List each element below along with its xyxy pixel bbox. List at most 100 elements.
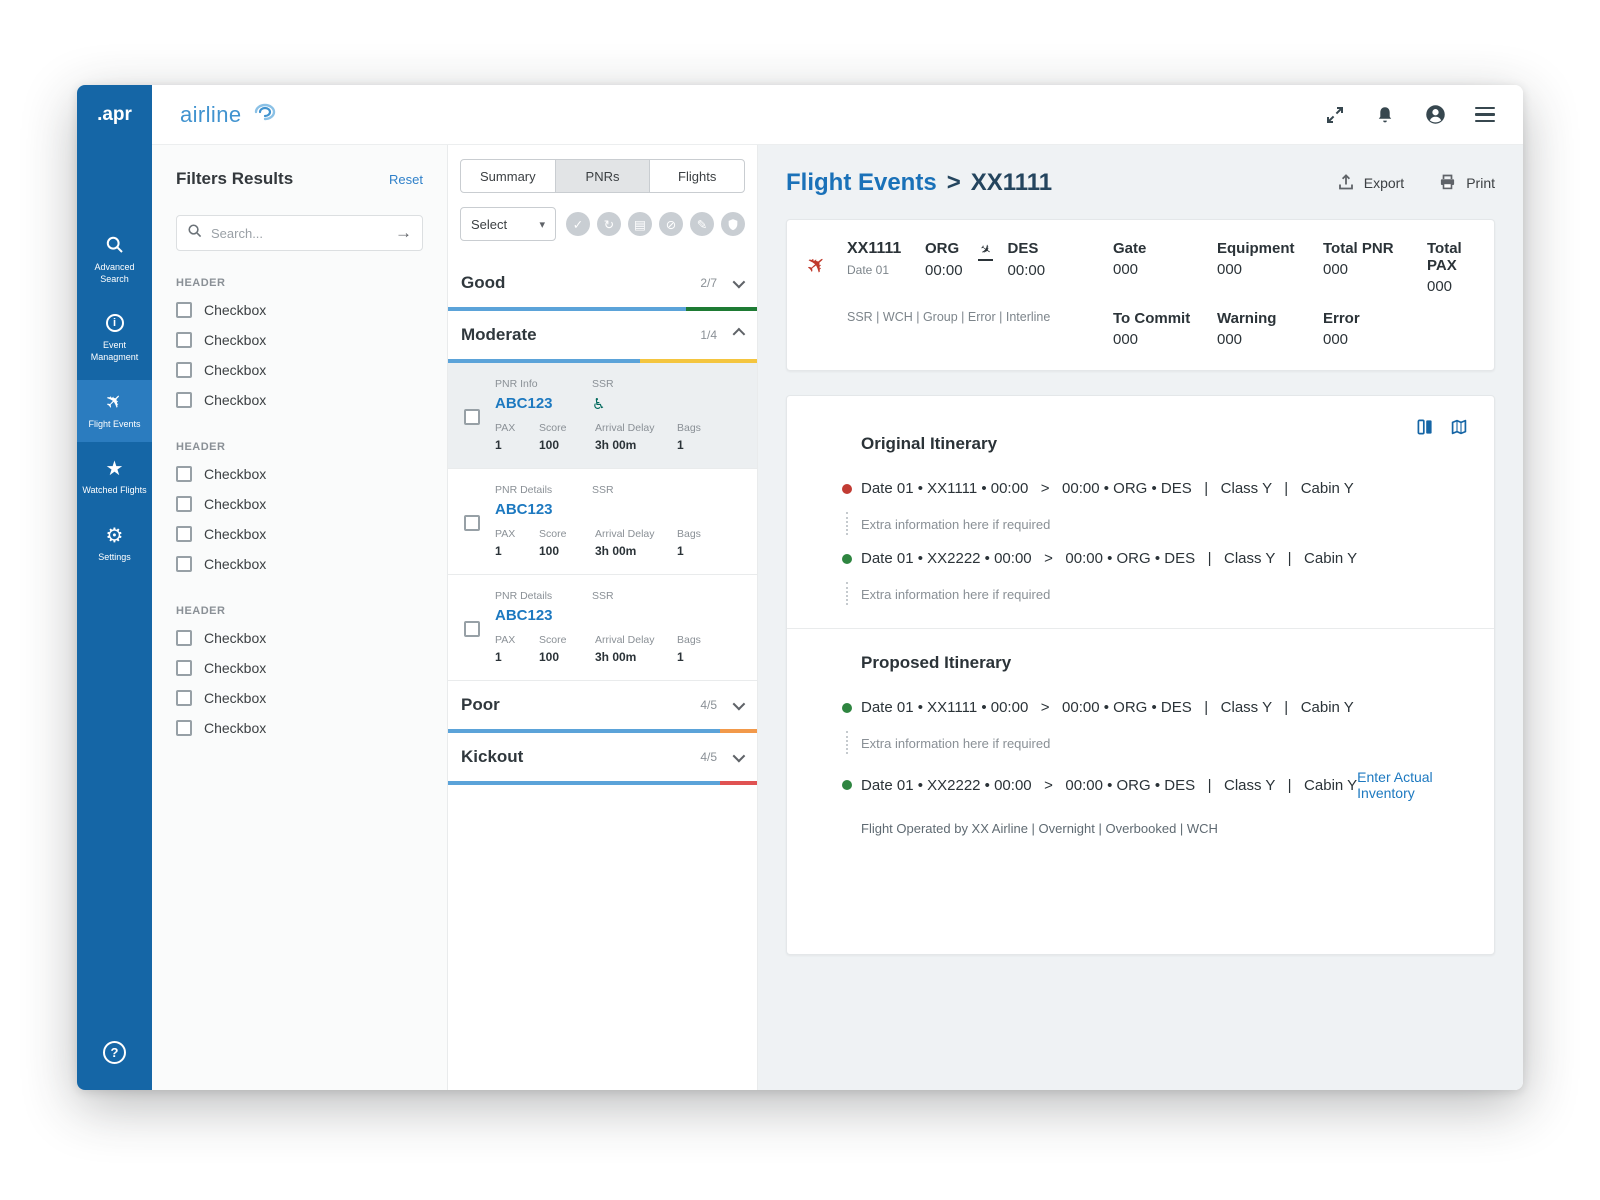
flight-number-block: XX1111 Date 01 [847,240,902,277]
chevron-up-icon [732,327,746,340]
tab-flights[interactable]: Flights [649,159,746,193]
edit-icon[interactable]: ✎ [690,212,714,236]
status-dot-green [842,780,852,790]
tab-pnrs[interactable]: PNRs [554,159,651,193]
top-header: airline [152,85,1523,145]
checkbox[interactable] [176,392,192,408]
status-dot-red [842,483,852,494]
pnr-link[interactable]: ABC123 [495,607,553,624]
filter-checkbox-row[interactable]: Checkbox [176,549,423,579]
wheelchair-icon: ♿ [592,396,606,413]
search-box: → [176,215,423,251]
accordion-moderate[interactable]: Moderate 1/4 [448,311,757,359]
map-icon[interactable] [1450,418,1468,441]
checkbox[interactable] [176,466,192,482]
pnr-checkbox[interactable] [464,515,480,531]
checkbox[interactable] [176,720,192,736]
filter-checkbox-row[interactable]: Checkbox [176,489,423,519]
flight-land-icon: ✈ [977,240,994,295]
checkbox[interactable] [176,660,192,676]
filter-checkbox-row[interactable]: Checkbox [176,713,423,743]
sidebar-item-settings[interactable]: ⚙ Settings [77,513,152,576]
accordion-kickout[interactable]: Kickout 4/5 [448,733,757,781]
search-submit-arrow-icon[interactable]: → [395,223,412,242]
reset-button[interactable]: Reset [389,171,423,187]
select-dropdown[interactable]: Select ▾ [460,207,556,241]
filter-checkbox-row[interactable]: Checkbox [176,653,423,683]
gear-icon: ⚙ [105,524,124,547]
sidebar-item-advanced-search[interactable]: Advanced Search [77,223,152,297]
tab-summary[interactable]: Summary [460,159,556,193]
refresh-icon[interactable]: ↻ [597,212,621,236]
sidebar-item-label: Watched Flights [82,485,147,496]
hamburger-menu-icon[interactable] [1473,103,1497,127]
id-card-icon[interactable]: ▤ [628,212,652,236]
enter-actual-inventory-link[interactable]: Enter Actual Inventory [1357,769,1433,801]
sidebar-item-label: Flight Events [88,418,141,429]
expand-icon[interactable] [1323,103,1347,127]
chevron-down-icon [732,697,746,710]
filter-checkbox-row[interactable]: Checkbox [176,385,423,415]
good-severity-bar [448,307,757,311]
search-input[interactable] [211,225,387,241]
pnr-card[interactable]: PNR Details SSR ABC123 PAX Score Arrival… [448,469,757,575]
flight-code: XX1111 [970,169,1053,196]
checkbox[interactable] [176,362,192,378]
itinerary-card: Original Itinerary Date 01 • XX1111 • 00… [786,395,1495,955]
flight-tags: SSR | WCH | Group | Error | Interline [847,310,1051,324]
stat-error: Error 000 [1323,310,1360,348]
pnr-card[interactable]: PNR Info SSR ABC123 ♿ PAX Score Arrival … [448,363,757,469]
topbar-actions [1323,103,1497,127]
sidebar: .apr Advanced Search i Event Managment ✈… [77,85,152,1090]
notifications-bell-icon[interactable] [1373,103,1397,127]
pnr-link[interactable]: ABC123 [495,395,553,412]
divider [787,628,1494,629]
shield-icon[interactable] [721,212,745,236]
compare-columns-icon[interactable] [1416,418,1434,441]
moderate-severity-bar [448,359,757,363]
stat-gate: Gate 000 [1113,240,1147,278]
checkbox[interactable] [176,302,192,318]
pnr-checkbox[interactable] [464,409,480,425]
itinerary-segment: Date 01 • XX2222 • 00:00 > 00:00 • ORG •… [817,550,1464,567]
pnr-card[interactable]: PNR Details SSR ABC123 PAX Score Arrival… [448,575,757,681]
segment-extra-info: Extra information here if required [817,731,1464,754]
segment-extra-info: Extra information here if required [817,582,1464,605]
group-count: 4/5 [700,698,717,712]
pnr-checkbox[interactable] [464,621,480,637]
checkbox[interactable] [176,556,192,572]
block-icon[interactable]: ⊘ [659,212,683,236]
checkbox[interactable] [176,526,192,542]
filter-checkbox-row[interactable]: Checkbox [176,519,423,549]
account-icon[interactable] [1423,103,1447,127]
filter-checkbox-row[interactable]: Checkbox [176,295,423,325]
filter-checkbox-row[interactable]: Checkbox [176,325,423,355]
filter-checkbox-row[interactable]: Checkbox [176,683,423,713]
checkbox[interactable] [176,332,192,348]
original-itinerary-title: Original Itinerary [861,434,998,453]
help-icon[interactable]: ? [103,1041,126,1064]
operated-by-note: Flight Operated by XX Airline | Overnigh… [861,821,1218,836]
export-button[interactable]: Export [1337,173,1404,194]
status-dot-green [842,702,852,713]
filter-checkbox-row[interactable]: Checkbox [176,459,423,489]
approve-icon[interactable]: ✓ [566,212,590,236]
filter-checkbox-row[interactable]: Checkbox [176,355,423,385]
print-button[interactable]: Print [1438,173,1495,194]
sidebar-item-watched-flights[interactable]: ★ Watched Flights [77,446,152,509]
print-icon [1438,173,1457,194]
sidebar-item-flight-events[interactable]: ✈ Flight Events [77,379,152,443]
checkbox[interactable] [176,690,192,706]
app-window: .apr Advanced Search i Event Managment ✈… [77,85,1523,1090]
sidebar-item-label: Settings [98,552,131,563]
accordion-good[interactable]: Good 2/7 [448,259,757,307]
checkbox[interactable] [176,630,192,646]
filter-checkbox-row[interactable]: Checkbox [176,623,423,653]
proposed-itinerary-title: Proposed Itinerary [861,653,1012,672]
pnr-link[interactable]: ABC123 [495,501,553,518]
stat-total-pnr: Total PNR 000 [1323,240,1394,278]
accordion-poor[interactable]: Poor 4/5 [448,681,757,729]
checkbox[interactable] [176,496,192,512]
sidebar-item-event-management[interactable]: i Event Managment [77,301,152,375]
flight-icon: ✈ [101,388,129,416]
